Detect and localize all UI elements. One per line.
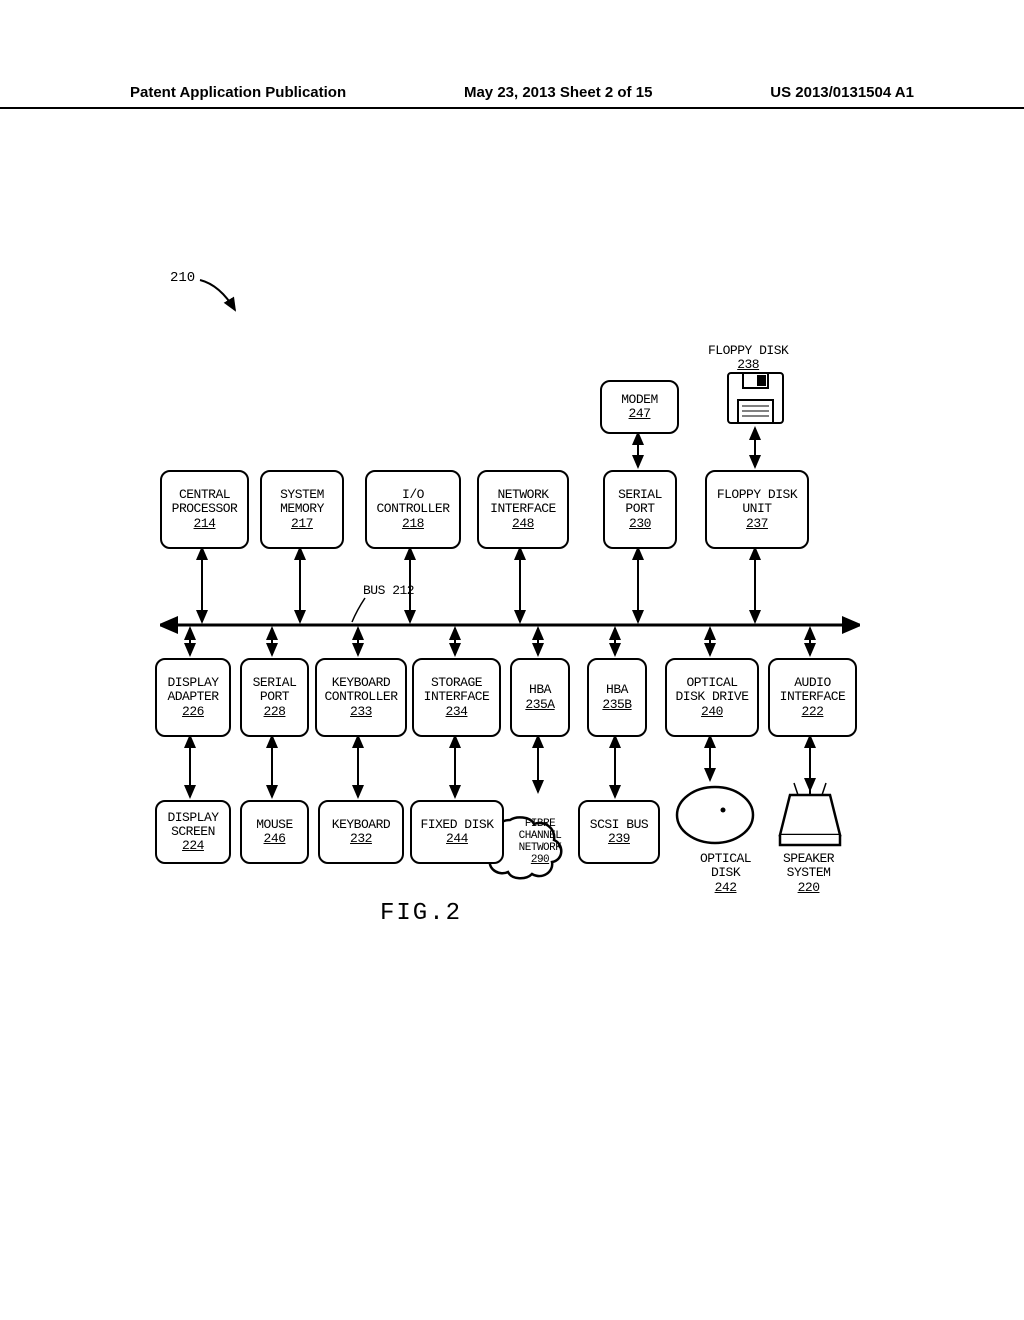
scsi-bus-num: 239 [608,832,630,846]
floppy-unit-num: 237 [746,517,768,531]
box-cpu: CENTRAL PROCESSOR 214 [160,470,249,549]
keyboard-num: 232 [350,832,372,846]
box-storage-if: STORAGE INTERFACE 234 [412,658,501,737]
serial230-label: SERIAL PORT [618,488,662,517]
figure-label: FIG.2 [380,900,462,927]
fibre-label: FIBRE CHANNEL NETWORK [519,818,562,854]
serial230-num: 230 [629,517,651,531]
display-adapter-label: DISPLAY ADAPTER [167,676,218,705]
sysmem-label: SYSTEM MEMORY [280,488,324,517]
header-right: US 2013/0131504 A1 [770,84,914,101]
header-left: Patent Application Publication [130,84,346,101]
diagram: 210 [160,180,860,1160]
box-display-screen: DISPLAY SCREEN 224 [155,800,231,864]
storage-if-label: STORAGE INTERFACE [424,676,490,705]
speaker-label: SPEAKER SYSTEM [783,851,834,880]
optical-drive-label: OPTICAL DISK DRIVE [675,676,748,705]
sysmem-num: 217 [291,517,313,531]
display-adapter-num: 226 [182,705,204,719]
box-display-adapter: DISPLAY ADAPTER 226 [155,658,231,737]
box-serial228: SERIAL PORT 228 [240,658,309,737]
cpu-label: CENTRAL PROCESSOR [172,488,238,517]
box-sysmem: SYSTEM MEMORY 217 [260,470,344,549]
hba-b-num: 235B [602,698,631,712]
optical-drive-num: 240 [701,705,723,719]
header-center: May 23, 2013 Sheet 2 of 15 [464,84,652,101]
floppy-unit-label: FLOPPY DISK UNIT [717,488,797,517]
cpu-num: 214 [194,517,216,531]
ioctrl-num: 218 [402,517,424,531]
bus-label: BUS 212 [363,583,414,598]
optical-disk-label-group: OPTICAL DISK 242 [700,852,751,895]
floppy-disk-label-group: FLOPPY DISK 238 [708,344,788,373]
keyboard-ctrl-label: KEYBOARD CONTROLLER [324,676,397,705]
box-modem: MODEM 247 [600,380,679,434]
speaker-num: 220 [798,880,820,895]
fixed-disk-label: FIXED DISK [420,818,493,832]
fibre-num: 290 [531,854,549,866]
display-screen-label: DISPLAY SCREEN [167,811,218,840]
keyboard-ctrl-num: 233 [350,705,372,719]
scsi-bus-label: SCSI BUS [590,818,648,832]
ioctrl-label: I/O CONTROLLER [376,488,449,517]
page: Patent Application Publication May 23, 2… [0,0,1024,1320]
floppy-disk-label: FLOPPY DISK [708,343,788,358]
box-optical-drive: OPTICAL DISK DRIVE 240 [665,658,759,737]
hba-a-num: 235A [525,698,554,712]
fixed-disk-num: 244 [446,832,468,846]
netif-num: 248 [512,517,534,531]
modem-num: 247 [629,407,651,421]
storage-if-num: 234 [446,705,468,719]
speaker-label-group: SPEAKER SYSTEM 220 [783,852,834,895]
audio-if-label: AUDIO INTERFACE [780,676,846,705]
optical-disk-label: OPTICAL DISK [700,851,751,880]
floppy-disk-num: 238 [737,357,759,372]
audio-if-num: 222 [802,705,824,719]
mouse-num: 246 [264,832,286,846]
box-audio-if: AUDIO INTERFACE 222 [768,658,857,737]
serial228-label: SERIAL PORT [253,676,297,705]
box-ioctrl: I/O CONTROLLER 218 [365,470,461,549]
box-netif: NETWORK INTERFACE 248 [477,470,569,549]
box-serial230: SERIAL PORT 230 [603,470,677,549]
display-screen-num: 224 [182,839,204,853]
hba-b-label: HBA [606,683,628,697]
keyboard-label: KEYBOARD [332,818,390,832]
modem-label: MODEM [621,393,658,407]
box-fixed-disk: FIXED DISK 244 [410,800,504,864]
box-keyboard-ctrl: KEYBOARD CONTROLLER 233 [315,658,407,737]
hba-a-label: HBA [529,683,551,697]
box-hba-b: HBA 235B [587,658,647,737]
fibre-label-group: FIBRE CHANNEL NETWORK 290 [510,818,570,866]
box-scsi-bus: SCSI BUS 239 [578,800,660,864]
serial228-num: 228 [264,705,286,719]
page-header: Patent Application Publication May 23, 2… [0,84,1024,109]
box-hba-a: HBA 235A [510,658,570,737]
mouse-label: MOUSE [256,818,293,832]
optical-disk-num: 242 [715,880,737,895]
box-keyboard: KEYBOARD 232 [318,800,404,864]
box-mouse: MOUSE 246 [240,800,309,864]
netif-label: NETWORK INTERFACE [490,488,556,517]
box-floppy-unit: FLOPPY DISK UNIT 237 [705,470,809,549]
